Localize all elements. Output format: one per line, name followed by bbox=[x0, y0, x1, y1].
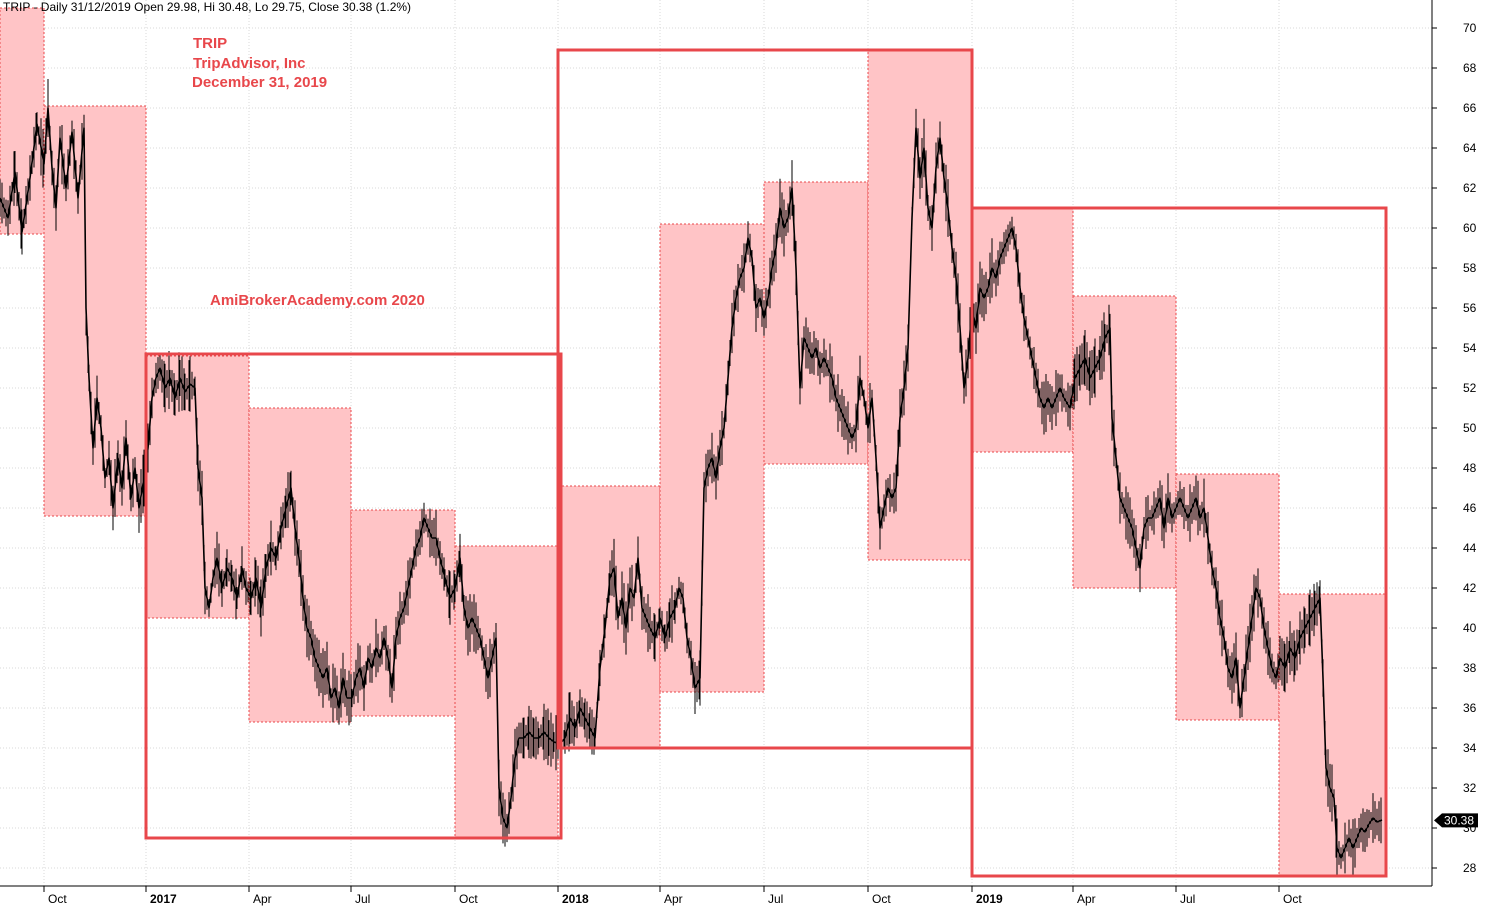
x-tick-label: Jul bbox=[768, 892, 783, 906]
y-tick-label: 56 bbox=[1463, 301, 1477, 315]
x-tick-label: 2018 bbox=[562, 892, 589, 906]
year-range-boxes bbox=[144, 48, 1388, 878]
y-tick-label: 32 bbox=[1463, 781, 1477, 795]
y-tick-label: 36 bbox=[1463, 701, 1477, 715]
x-tick-label: 2017 bbox=[150, 892, 177, 906]
year-range-box bbox=[970, 206, 1388, 878]
y-tick-label: 70 bbox=[1463, 21, 1477, 35]
quarter-range-box bbox=[454, 545, 559, 839]
y-tick-label: 42 bbox=[1463, 581, 1477, 595]
x-tick-label: Oct bbox=[48, 892, 67, 906]
x-tick-label: Oct bbox=[459, 892, 478, 906]
y-tick-label: 44 bbox=[1463, 541, 1477, 555]
chart-header: TRIP - Daily 31/12/2019 Open 29.98, Hi 3… bbox=[3, 0, 412, 14]
x-tick-label: Oct bbox=[1283, 892, 1302, 906]
y-tick-label: 68 bbox=[1463, 61, 1477, 75]
last-close-label: 30.38 bbox=[1444, 813, 1474, 827]
x-tick-label: Apr bbox=[664, 892, 683, 906]
quarter-range-box bbox=[763, 181, 869, 465]
price-series bbox=[0, 78, 1383, 878]
quarter-range-box bbox=[1072, 295, 1177, 589]
x-tick-label: Apr bbox=[253, 892, 272, 906]
company-annotation: TripAdvisor, Inc bbox=[193, 55, 306, 72]
y-tick-label: 58 bbox=[1463, 261, 1477, 275]
last-close-marker: 30.38 bbox=[1434, 813, 1478, 828]
y-tick-label: 54 bbox=[1463, 341, 1477, 355]
quarter-range-boxes bbox=[0, 7, 1386, 877]
x-tick-label: Oct bbox=[872, 892, 891, 906]
quarter-range-box bbox=[43, 105, 147, 517]
y-tick-label: 52 bbox=[1463, 381, 1477, 395]
x-tick-label: 2019 bbox=[976, 892, 1003, 906]
y-tick-label: 40 bbox=[1463, 621, 1477, 635]
last-close-badge bbox=[1434, 813, 1478, 828]
date-annotation: December 31, 2019 bbox=[192, 74, 328, 91]
symbol-annotation: TRIP bbox=[193, 35, 228, 52]
x-tick-label: Apr bbox=[1077, 892, 1096, 906]
y-tick-label: 50 bbox=[1463, 421, 1477, 435]
watermark-annotation: AmiBrokerAcademy.com 2020 bbox=[210, 292, 425, 309]
y-tick-label: 46 bbox=[1463, 501, 1477, 515]
y-tick-label: 28 bbox=[1463, 861, 1477, 875]
y-tick-label: 48 bbox=[1463, 461, 1477, 475]
y-tick-label: 38 bbox=[1463, 661, 1477, 675]
quarter-range-box bbox=[557, 485, 661, 749]
quarter-range-box bbox=[350, 509, 456, 717]
x-tick-label: Jul bbox=[1180, 892, 1195, 906]
y-tick-label: 34 bbox=[1463, 741, 1477, 755]
y-tick-label: 60 bbox=[1463, 221, 1477, 235]
y-tick-label: 64 bbox=[1463, 141, 1477, 155]
y-tick-label: 66 bbox=[1463, 101, 1477, 115]
y-tick-label: 62 bbox=[1463, 181, 1477, 195]
x-tick-label: Jul bbox=[355, 892, 370, 906]
quarter-range-box bbox=[971, 207, 1074, 453]
year-range-box bbox=[144, 352, 563, 840]
quarter-range-box bbox=[867, 49, 973, 561]
